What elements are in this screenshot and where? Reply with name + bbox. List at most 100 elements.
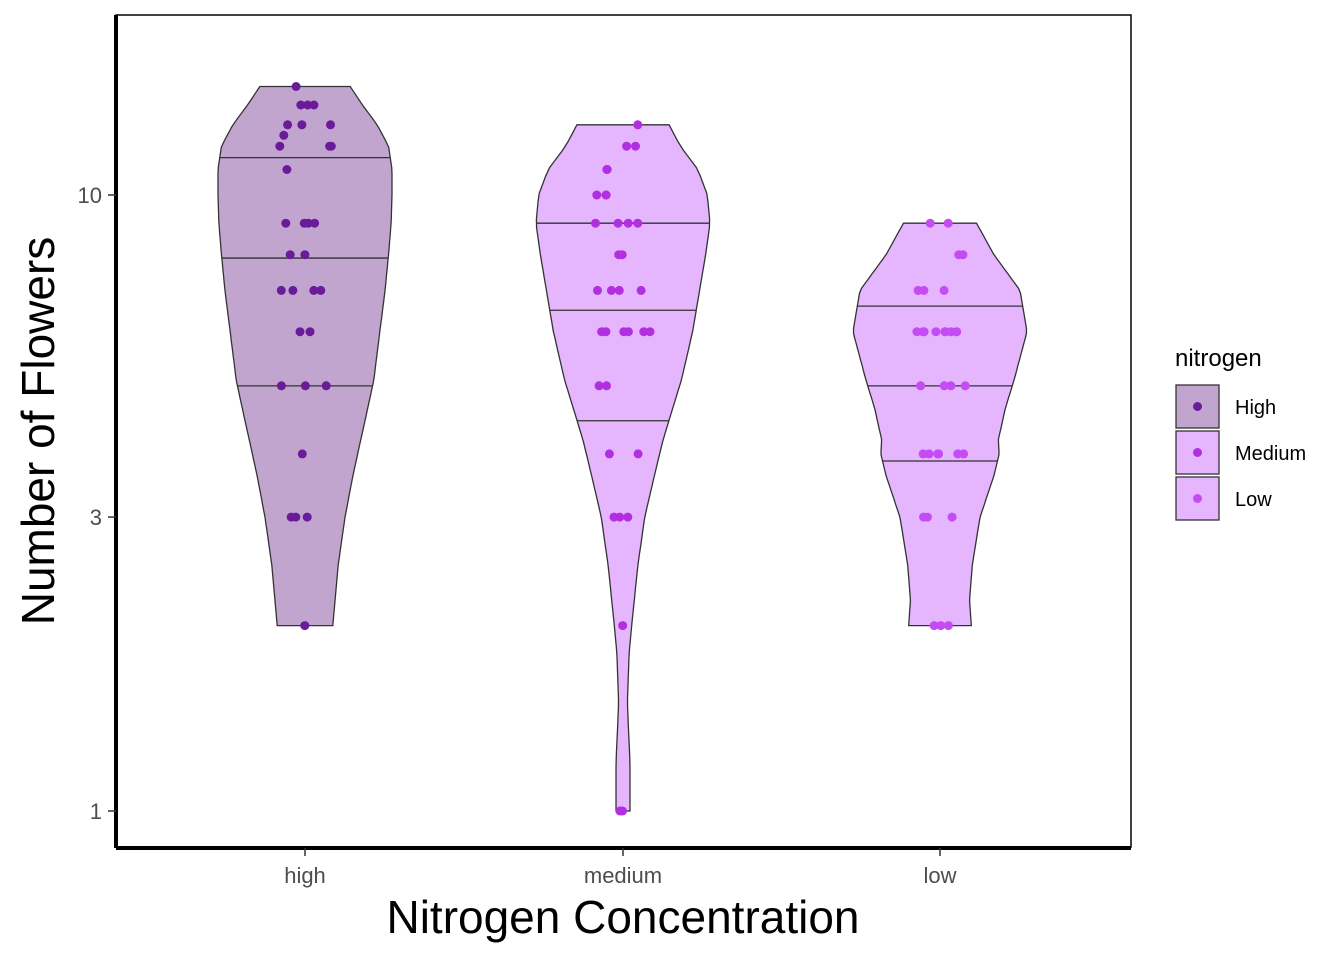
data-point-medium <box>623 327 633 337</box>
data-point-high <box>299 218 309 228</box>
data-point-medium <box>618 806 627 816</box>
data-point-high <box>302 512 312 522</box>
data-point-medium <box>593 285 602 295</box>
data-point-medium <box>602 165 612 174</box>
data-point-high <box>275 141 285 151</box>
data-point-high <box>291 512 301 522</box>
violin-low <box>852 222 1028 627</box>
legend: nitrogen High Medium Low <box>1175 345 1306 521</box>
data-point-high <box>300 381 310 391</box>
x-ticks: high medium low <box>284 848 957 888</box>
data-point-medium <box>614 285 624 295</box>
data-point-low <box>947 512 957 522</box>
x-axis-title: Nitrogen Concentration <box>386 891 859 943</box>
data-point-low <box>954 250 964 260</box>
data-point-medium <box>601 327 611 337</box>
y-tick-label: 1 <box>90 799 102 824</box>
data-point-medium <box>604 449 614 459</box>
data-point-medium <box>622 141 632 151</box>
data-point-low <box>946 381 956 391</box>
legend-label-medium: Medium <box>1235 443 1306 465</box>
data-point-high <box>321 381 331 391</box>
data-point-high <box>295 327 305 337</box>
data-point-high <box>310 218 320 228</box>
data-point-medium <box>633 218 643 228</box>
data-point-high <box>282 165 292 174</box>
x-tick-label: medium <box>584 863 662 888</box>
data-point-low <box>929 621 939 631</box>
data-point-high <box>303 100 313 110</box>
data-point-medium <box>618 621 628 631</box>
legend-point-high <box>1193 402 1202 411</box>
data-point-medium <box>615 512 625 522</box>
data-point-high <box>276 381 286 391</box>
data-point-high <box>279 130 289 140</box>
data-point-medium <box>639 327 649 337</box>
data-point-medium <box>623 218 633 228</box>
data-point-high <box>291 82 301 91</box>
data-point-low <box>939 285 949 295</box>
violin-high <box>217 85 393 627</box>
data-point-low <box>916 381 926 391</box>
violin-medium <box>535 124 711 812</box>
data-point-high <box>296 100 306 110</box>
data-point-high <box>316 285 326 295</box>
legend-label-low: Low <box>1235 489 1272 511</box>
data-point-low <box>918 449 928 459</box>
points-layer <box>275 82 970 816</box>
data-point-low <box>912 327 922 337</box>
data-point-high <box>283 120 293 130</box>
data-point-high <box>300 250 310 260</box>
data-point-low <box>943 218 953 228</box>
data-point-low <box>960 381 970 391</box>
data-point-high <box>300 621 310 631</box>
data-point-medium <box>592 190 602 200</box>
data-point-low <box>943 621 953 631</box>
data-point-high <box>309 285 319 295</box>
data-point-high <box>276 285 286 295</box>
data-point-low <box>925 218 935 228</box>
legend-title: nitrogen <box>1175 345 1262 372</box>
data-point-medium <box>594 381 604 391</box>
y-tick-label: 3 <box>90 505 102 530</box>
data-point-high <box>288 285 298 295</box>
data-point-low <box>946 327 956 337</box>
data-point-medium <box>636 285 646 295</box>
data-point-low <box>959 449 969 459</box>
legend-point-low <box>1193 494 1202 503</box>
data-point-medium <box>633 449 643 459</box>
data-point-high <box>309 100 319 110</box>
data-point-high <box>297 120 307 130</box>
legend-point-medium <box>1193 448 1202 457</box>
data-point-medium <box>633 120 643 130</box>
x-tick-label: high <box>284 863 326 888</box>
data-point-low <box>931 327 941 337</box>
data-point-low <box>919 327 929 337</box>
data-point-medium <box>623 512 633 522</box>
data-point-medium <box>645 327 655 337</box>
data-point-low <box>940 327 950 337</box>
y-axis-title: Number of Flowers <box>12 237 64 626</box>
x-tick-label: low <box>923 863 956 888</box>
data-point-medium <box>602 381 611 391</box>
data-point-low <box>919 285 929 295</box>
y-ticks: 1 3 10 <box>78 183 116 824</box>
data-point-high <box>305 327 315 337</box>
data-point-medium <box>591 218 600 228</box>
data-point-low <box>939 381 949 391</box>
y-tick-label: 10 <box>78 183 102 208</box>
data-point-high <box>326 141 336 151</box>
data-point-low <box>922 512 932 522</box>
data-point-medium <box>613 218 623 228</box>
legend-key-high <box>1175 384 1220 429</box>
legend-label-high: High <box>1235 397 1276 419</box>
data-point-high <box>285 250 295 260</box>
data-point-medium <box>601 190 611 200</box>
data-point-high <box>326 120 335 130</box>
data-point-medium <box>614 250 624 260</box>
data-point-low <box>933 449 943 459</box>
data-point-medium <box>606 285 616 295</box>
data-point-high <box>281 218 291 228</box>
data-point-medium <box>631 141 640 151</box>
